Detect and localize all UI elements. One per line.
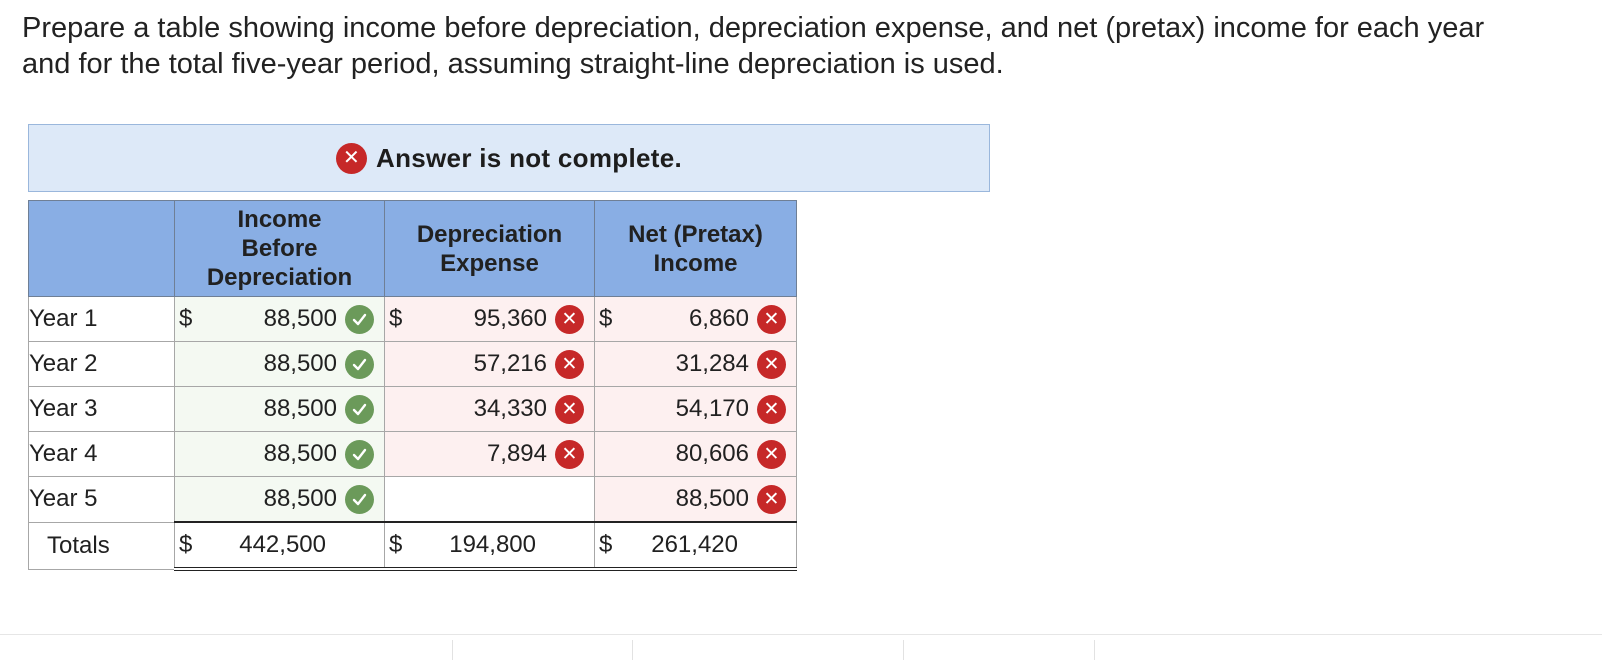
income-before-value: 88,500 [263, 440, 337, 467]
answer-status-banner: ✕ Answer is not complete. [28, 124, 990, 192]
totals-row: Totals $ 442,500 $ 194,800 $ 261,420 [28, 521, 797, 571]
question-prompt-line-2: and for the total five-year period, assu… [22, 48, 1004, 80]
header-income-before-depreciation: Income Before Depreciation [174, 200, 385, 297]
x-circle-icon: ✕ [757, 484, 786, 514]
income-before-value: 88,500 [263, 395, 337, 422]
check-circle-icon [345, 394, 374, 424]
depreciation-value: 7,894 [486, 440, 547, 467]
net-income-value: 80,606 [675, 440, 749, 467]
footer-tick [1094, 640, 1095, 660]
x-circle-icon: ✕ [555, 304, 584, 334]
x-circle-icon: ✕ [757, 349, 786, 379]
table-row: Year 2 88,500 57,216 ✕ 31,284 [28, 341, 797, 387]
net-income-input[interactable]: 54,170 ✕ [594, 386, 797, 432]
net-income-input[interactable]: $ 6,860 ✕ [594, 296, 797, 342]
table-row: Year 5 88,500 88,500 ✕ [28, 476, 797, 523]
row-label: Year 1 [28, 296, 175, 342]
check-circle-icon [345, 439, 374, 469]
row-label: Year 2 [28, 341, 175, 387]
income-before-value: 88,500 [263, 485, 337, 512]
row-label: Year 5 [28, 476, 175, 523]
depreciation-input[interactable]: 7,894 ✕ [384, 431, 595, 477]
dollar-sign: $ [179, 531, 193, 558]
net-income-value: 31,284 [675, 350, 749, 377]
net-income-total-value: 261,420 [651, 531, 738, 558]
x-circle-icon: ✕ [757, 394, 786, 424]
income-before-input[interactable]: 88,500 [174, 386, 385, 432]
dollar-sign: $ [389, 305, 403, 332]
depreciation-value: 95,360 [473, 305, 547, 332]
header-blank [28, 200, 175, 297]
income-before-value: 88,500 [263, 305, 337, 332]
check-circle-icon [345, 349, 374, 379]
footer-tick [452, 640, 453, 660]
x-circle-icon: ✕ [555, 439, 584, 469]
x-circle-icon: ✕ [555, 394, 584, 424]
table-row: Year 1 $ 88,500 $ 95,360 ✕ $ 6,860 [28, 296, 797, 342]
depreciation-total: $ 194,800 [384, 521, 595, 571]
depreciation-total-value: 194,800 [449, 531, 536, 558]
x-circle-icon: ✕ [757, 304, 786, 334]
net-income-input[interactable]: 31,284 ✕ [594, 341, 797, 387]
depreciation-input[interactable] [384, 476, 595, 523]
net-income-total: $ 261,420 [594, 521, 797, 571]
depreciation-table: Income Before Depreciation Depreciation … [28, 200, 797, 571]
net-income-value: 54,170 [675, 395, 749, 422]
net-income-input[interactable]: 88,500 ✕ [594, 476, 797, 523]
income-before-total-value: 442,500 [239, 531, 326, 558]
net-income-value: 88,500 [675, 485, 749, 512]
header-net-pretax-income: Net (Pretax) Income [594, 200, 797, 297]
totals-label: Totals [28, 521, 175, 570]
table-row: Year 4 88,500 7,894 ✕ 80,606 [28, 431, 797, 477]
footer-divider [0, 634, 1602, 635]
footer-tick [903, 640, 904, 660]
depreciation-value: 57,216 [473, 350, 547, 377]
income-before-input[interactable]: 88,500 [174, 476, 385, 523]
answer-status-text: Answer is not complete. [376, 142, 682, 173]
row-label: Year 4 [28, 431, 175, 477]
x-circle-icon: ✕ [555, 349, 584, 379]
income-before-input[interactable]: 88,500 [174, 341, 385, 387]
question-prompt: Prepare a table showing income before de… [22, 10, 1602, 82]
check-circle-icon [345, 484, 374, 514]
depreciation-input[interactable]: $ 95,360 ✕ [384, 296, 595, 342]
row-label: Year 3 [28, 386, 175, 432]
income-before-input[interactable]: $ 88,500 [174, 296, 385, 342]
dollar-sign: $ [599, 305, 613, 332]
income-before-total: $ 442,500 [174, 521, 385, 571]
question-prompt-line-1: Prepare a table showing income before de… [22, 12, 1485, 44]
income-before-input[interactable]: 88,500 [174, 431, 385, 477]
x-circle-icon: ✕ [757, 439, 786, 469]
dollar-sign: $ [599, 531, 613, 558]
depreciation-input[interactable]: 57,216 ✕ [384, 341, 595, 387]
income-before-value: 88,500 [263, 350, 337, 377]
check-circle-icon [345, 304, 374, 334]
dollar-sign: $ [389, 531, 403, 558]
dollar-sign: $ [179, 305, 193, 332]
footer-tick [632, 640, 633, 660]
x-circle-icon: ✕ [336, 142, 368, 174]
depreciation-input[interactable]: 34,330 ✕ [384, 386, 595, 432]
depreciation-value: 34,330 [473, 395, 547, 422]
net-income-value: 6,860 [688, 305, 749, 332]
net-income-input[interactable]: 80,606 ✕ [594, 431, 797, 477]
header-depreciation-expense: Depreciation Expense [384, 200, 595, 297]
table-row: Year 3 88,500 34,330 ✕ 54,170 [28, 386, 797, 432]
